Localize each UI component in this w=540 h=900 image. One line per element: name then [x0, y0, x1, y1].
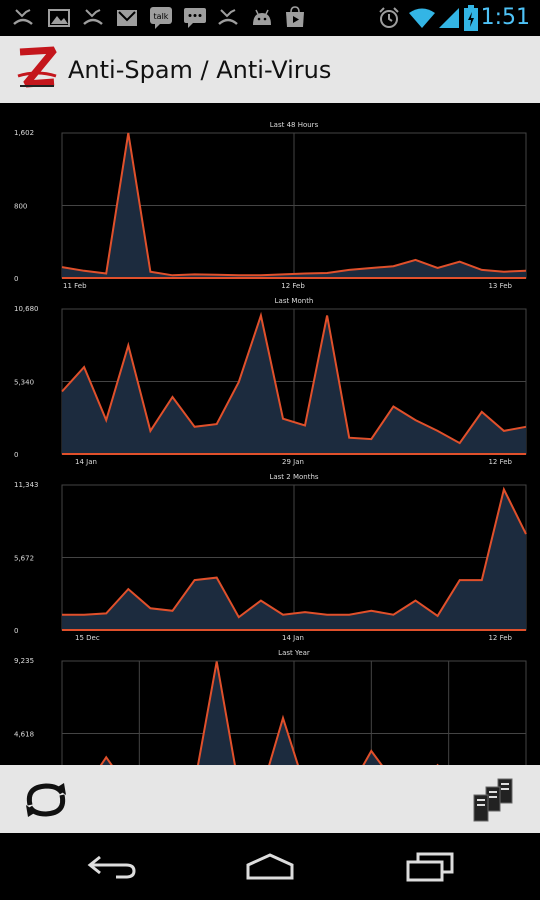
y-tick-label: 0 — [14, 627, 18, 635]
y-tick-label: 9,235 — [14, 657, 34, 665]
signal-icon — [439, 8, 459, 28]
refresh-icon[interactable] — [18, 779, 74, 821]
x-tick-label: 12 Feb — [488, 634, 512, 642]
charts-svg: Last 48 Hours 1,602 800 0 11 Feb 12 Feb 13 Feb… — [14, 121, 527, 765]
page-title: Anti-Spam / Anti-Virus — [68, 56, 332, 84]
play-store-icon — [286, 6, 304, 27]
x-tick-label: 14 Jan — [75, 458, 97, 466]
x-tick-label: 14 Jan — [282, 634, 304, 642]
series-line — [99, 661, 439, 765]
status-bar: talk 1:51 — [0, 0, 540, 36]
status-time: 1:51 — [480, 5, 530, 30]
bottom-toolbar — [0, 765, 540, 833]
y-tick-label: 10,680 — [14, 305, 39, 313]
y-tick-label: 5,340 — [14, 379, 34, 387]
x-tick-label: 15 Dec — [75, 634, 100, 642]
x-tick-label: 12 Feb — [488, 458, 512, 466]
recents-icon[interactable] — [404, 851, 456, 883]
series-area — [62, 315, 526, 454]
y-tick-label: 11,343 — [14, 481, 39, 489]
y-tick-label: 4,618 — [14, 731, 34, 739]
series-area — [62, 489, 526, 630]
action-bar: Anti-Spam / Anti-Virus — [0, 36, 540, 103]
chart-title: Last 2 Months — [269, 473, 318, 481]
gallery-icon — [48, 9, 70, 27]
y-tick-label: 800 — [14, 203, 27, 211]
missed-call-icon — [83, 9, 103, 25]
gmail-icon — [117, 10, 137, 26]
servers-icon[interactable] — [472, 777, 520, 823]
android-icon — [253, 9, 271, 25]
back-icon[interactable] — [86, 853, 138, 881]
missed-call-icon — [218, 9, 238, 25]
missed-call-icon — [13, 9, 33, 25]
charts-area[interactable]: Last 48 Hours 1,602 800 0 11 Feb 12 Feb 13 Feb… — [0, 103, 540, 765]
home-icon[interactable] — [244, 851, 296, 881]
chart-title: Last 48 Hours — [270, 121, 319, 129]
y-tick-label: 1,602 — [14, 129, 34, 137]
sms-icon — [184, 8, 206, 28]
x-tick-label: 13 Feb — [488, 282, 512, 290]
wifi-icon — [409, 8, 435, 28]
series-line — [62, 486, 527, 619]
talk-icon: talk — [150, 7, 172, 29]
x-tick-label: 11 Feb — [63, 282, 87, 290]
x-tick-label: 29 Jan — [282, 458, 304, 466]
svg-text:talk: talk — [154, 12, 169, 21]
y-tick-label: 0 — [14, 451, 18, 459]
x-tick-label: 12 Feb — [281, 282, 305, 290]
app-logo-icon — [17, 46, 57, 88]
nav-bar — [0, 833, 540, 900]
series-line — [61, 311, 527, 445]
battery-icon — [464, 5, 478, 31]
chart-title: Last Year — [278, 649, 310, 657]
y-tick-label: 5,672 — [14, 555, 34, 563]
y-tick-label: 0 — [14, 275, 18, 283]
series-line — [61, 132, 527, 277]
alarm-icon — [379, 7, 399, 28]
chart-title: Last Month — [275, 297, 314, 305]
